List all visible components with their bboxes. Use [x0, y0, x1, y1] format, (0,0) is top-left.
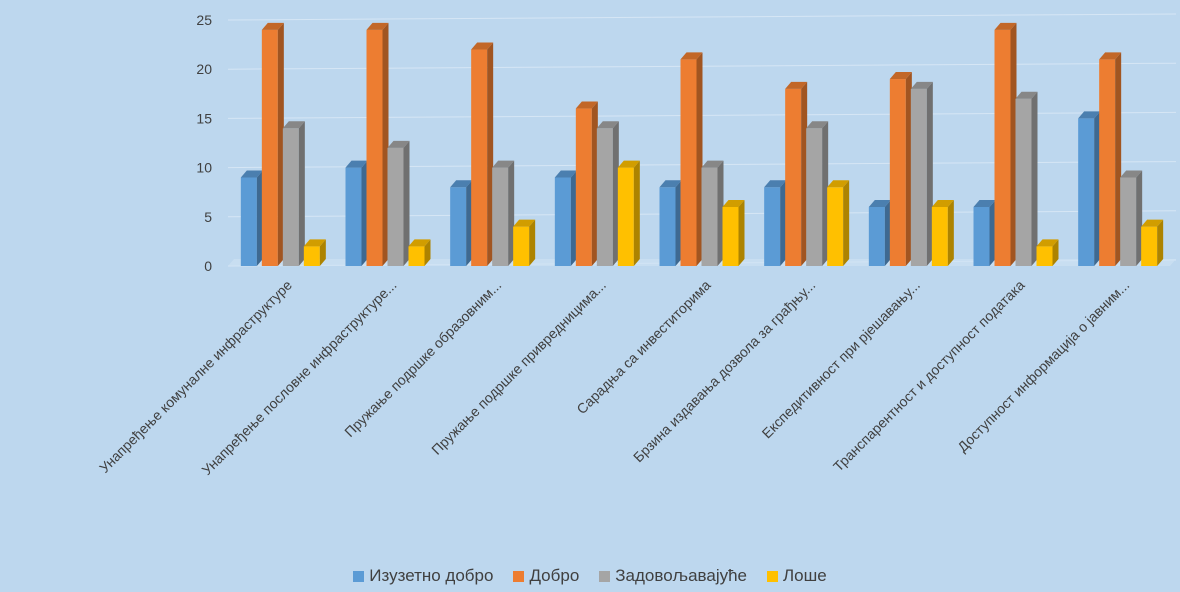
legend-swatch	[353, 570, 365, 582]
bar	[1036, 239, 1059, 266]
bar	[764, 180, 787, 266]
y-tick-label: 0	[204, 258, 212, 274]
bar	[806, 121, 829, 267]
bar	[827, 180, 850, 266]
bar	[785, 81, 808, 266]
legend-label: Задовољавајуће	[615, 566, 748, 585]
bar	[722, 199, 745, 266]
bar	[868, 199, 891, 266]
bar	[1015, 91, 1038, 266]
y-tick-label: 25	[196, 12, 212, 28]
legend-item: Лоше	[767, 566, 827, 586]
legend-label: Изузетно добро	[369, 566, 494, 585]
y-tick-label: 10	[196, 160, 212, 176]
bar	[408, 239, 431, 266]
legend-item: Задовољавајуће	[599, 566, 747, 586]
bar	[701, 160, 724, 266]
bar	[387, 140, 410, 266]
bar	[659, 180, 682, 266]
bar	[1099, 52, 1122, 266]
gridline	[227, 13, 1177, 21]
legend: Изузетно добро Добро Задовољавајуће Лоше	[0, 566, 1180, 586]
bar	[261, 22, 284, 267]
bar	[345, 160, 368, 266]
y-tick-label: 20	[196, 61, 212, 77]
category-label: Доступност информација о јавним...	[954, 277, 1132, 455]
category-label: Унапређење комуналне инфраструктуре	[96, 277, 295, 476]
bar	[450, 180, 473, 266]
bar	[596, 121, 619, 267]
bar	[889, 72, 912, 266]
bar	[240, 170, 263, 266]
bar	[282, 121, 305, 267]
category-label: Унапређење пословне инфраструктуре...	[198, 277, 399, 478]
legend-swatch	[599, 570, 611, 582]
bar	[513, 219, 536, 266]
category-label: Брзина издавања дозвола за грађњу...	[630, 277, 818, 465]
bar	[1120, 170, 1143, 266]
bar	[994, 22, 1017, 267]
bar	[1078, 111, 1101, 267]
bar	[931, 199, 954, 266]
legend-swatch	[513, 570, 525, 582]
y-tick-label: 5	[204, 209, 212, 225]
bar-chart: 0 5 10 15 20 25 Унапређење комуналне инфрастру…	[96, 12, 1177, 478]
category-label: Транспарентност и доступност података	[830, 277, 1028, 475]
bar	[680, 52, 703, 266]
bar	[554, 170, 577, 266]
category-label: Пружање подршке привредницима...	[428, 277, 609, 458]
bar	[366, 22, 389, 267]
legend-item: Изузетно добро	[353, 566, 493, 586]
legend-label: Добро	[529, 566, 580, 585]
y-tick-label: 15	[196, 110, 212, 126]
bar	[1141, 219, 1164, 266]
legend-swatch	[767, 570, 779, 582]
bar	[973, 199, 996, 266]
bar	[492, 160, 515, 266]
legend-item: Добро	[513, 566, 579, 586]
legend-label: Лоше	[783, 566, 827, 585]
bar	[303, 239, 326, 266]
bar	[471, 42, 494, 266]
bar	[575, 101, 598, 266]
bar	[910, 81, 933, 266]
bar	[617, 160, 640, 266]
